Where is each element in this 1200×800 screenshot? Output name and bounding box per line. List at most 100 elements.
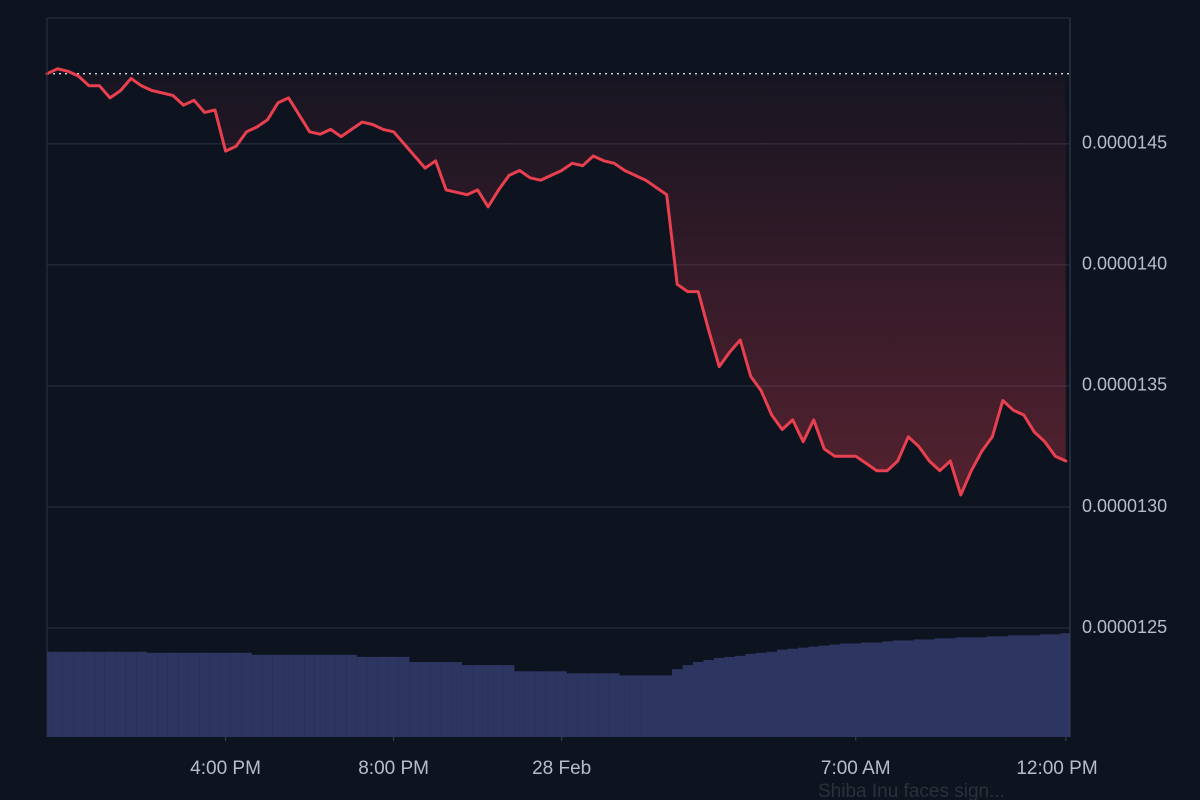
volume-bar <box>461 665 473 737</box>
volume-bar <box>283 654 294 737</box>
volume-bar <box>839 643 851 737</box>
volume-bar <box>503 665 515 737</box>
volume-bar <box>199 652 210 737</box>
volume-bar <box>146 652 158 737</box>
volume-bar <box>493 665 504 737</box>
volume-bar <box>104 651 116 737</box>
volume-bar <box>745 653 756 737</box>
overlay-caption: Shiba Inu faces sign... <box>818 781 1005 800</box>
volume-bar <box>776 649 788 737</box>
volume-bar <box>367 656 378 737</box>
volume-bar <box>724 656 735 737</box>
volume-bar <box>514 671 525 737</box>
volume-bar <box>871 642 882 737</box>
volume-bar <box>692 662 704 737</box>
volume-bar <box>251 654 263 737</box>
volume-bar <box>440 662 452 737</box>
y-tick-label: 0.0000140 <box>1082 254 1167 274</box>
y-tick-label: 0.0000130 <box>1082 496 1167 516</box>
volume-bar <box>629 675 641 737</box>
volume-bar <box>220 652 231 737</box>
volume-bar <box>398 656 410 737</box>
volume-bar <box>545 671 557 737</box>
volume-bar <box>703 659 714 737</box>
x-tick-label: 8:00 PM <box>358 758 429 779</box>
volume-bar <box>682 665 693 737</box>
volume-bar <box>598 673 609 737</box>
x-tick-label: 7:00 AM <box>821 758 891 779</box>
volume-bar <box>1029 635 1040 737</box>
x-tick-label: 28 Feb <box>532 758 591 779</box>
volume-bar <box>47 651 53 737</box>
y-tick-label: 0.0000125 <box>1082 617 1167 637</box>
volume-bar <box>860 642 872 737</box>
volume-bar <box>388 656 399 737</box>
volume-bar <box>356 656 368 737</box>
volume-bar <box>987 636 998 737</box>
volume-bar <box>650 675 662 737</box>
volume-bar <box>115 651 126 737</box>
volume-bar <box>1060 633 1070 737</box>
volume-bar <box>797 647 809 737</box>
volume-bar <box>556 671 567 737</box>
volume-bar <box>62 651 74 737</box>
volume-bar <box>419 662 431 737</box>
volume-bar <box>829 644 840 737</box>
volume-bar <box>241 652 252 737</box>
volume-bar <box>262 654 273 737</box>
volume-bar <box>83 651 95 737</box>
volume-bar <box>1018 635 1030 737</box>
volume-bar <box>94 651 105 737</box>
volume-bar <box>934 638 946 737</box>
x-tick-label: 4:00 PM <box>190 758 261 779</box>
volume-bar <box>209 652 221 737</box>
volume-bar <box>52 651 63 737</box>
volume-bar <box>1039 634 1051 737</box>
y-tick-label: 0.0000145 <box>1082 133 1167 153</box>
volume-bar <box>587 673 599 737</box>
volume-bar <box>913 639 925 737</box>
volume-bar <box>818 645 830 737</box>
volume-bar <box>377 656 389 737</box>
volume-bar <box>293 654 305 737</box>
volume-bar <box>976 637 988 737</box>
volume-bar <box>136 651 147 737</box>
x-tick-label: 12:00 PM <box>1016 758 1097 779</box>
volume-bar <box>157 652 168 737</box>
volume-bar <box>850 643 861 737</box>
volume-bar <box>430 662 441 737</box>
volume-bar <box>755 652 767 737</box>
volume-bar <box>272 654 284 737</box>
volume-bar <box>892 640 904 737</box>
volume-bar <box>472 665 483 737</box>
volume-bar <box>1008 635 1019 737</box>
volume-bar <box>966 637 977 737</box>
volume-bar <box>881 641 893 737</box>
volume-bar <box>482 665 494 737</box>
volume-bar <box>787 648 798 737</box>
y-tick-label: 0.0000135 <box>1082 375 1167 395</box>
volume-bar <box>924 639 935 737</box>
price-line <box>45 67 1068 497</box>
volume-bar <box>608 673 620 737</box>
volume-bar <box>619 675 630 737</box>
volume-layer <box>47 633 1070 737</box>
volume-bar <box>304 654 315 737</box>
volume-bar <box>73 651 84 737</box>
volume-bar <box>955 637 967 737</box>
volume-bar <box>188 652 200 737</box>
volume-bar <box>167 652 179 737</box>
volume-bar <box>945 638 956 737</box>
volume-bar <box>997 636 1009 737</box>
volume-bar <box>524 671 536 737</box>
volume-bar <box>713 657 725 737</box>
volume-bar <box>661 675 672 737</box>
volume-bar <box>325 654 336 737</box>
volume-bar <box>808 646 819 737</box>
volume-bar <box>409 662 420 737</box>
volume-bar <box>640 675 651 737</box>
volume-bar <box>535 671 546 737</box>
area-shade <box>47 68 1066 495</box>
volume-bar <box>314 654 326 737</box>
